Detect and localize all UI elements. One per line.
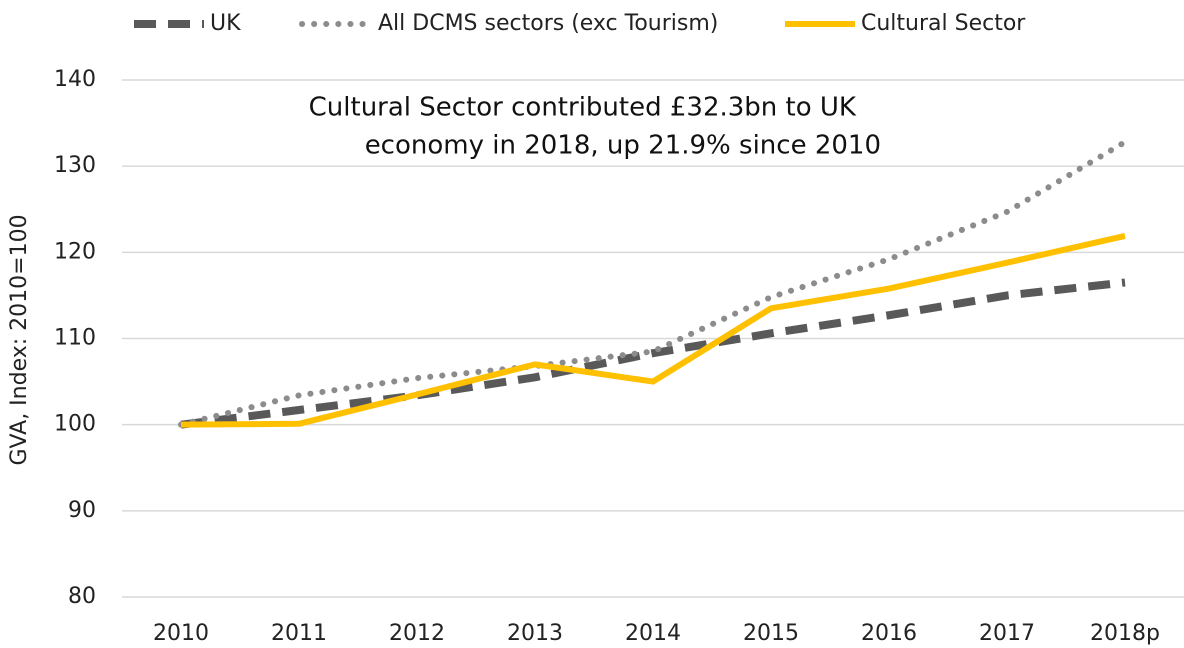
y-tick-label: 80 bbox=[68, 584, 96, 609]
series-line bbox=[180, 278, 1126, 429]
y-tick-label: 130 bbox=[54, 153, 96, 178]
x-tick-label: 2018p bbox=[1090, 621, 1160, 646]
x-tick-label: 2017 bbox=[979, 621, 1035, 646]
x-tick-label: 2016 bbox=[861, 621, 917, 646]
y-tick-label: 140 bbox=[54, 67, 96, 92]
x-tick-label: 2012 bbox=[389, 621, 445, 646]
y-tick-label: 100 bbox=[54, 412, 96, 437]
x-tick-label: 2010 bbox=[153, 621, 209, 646]
annotation: Cultural Sector contributed £32.3bn to U… bbox=[309, 93, 857, 123]
x-tick-label: 2015 bbox=[743, 621, 799, 646]
y-tick-label: 110 bbox=[54, 326, 96, 351]
legend-label: UK bbox=[210, 11, 241, 36]
x-tick-label: 2011 bbox=[271, 621, 327, 646]
plot: 80 90 100 110 120 130 140 2010 2011 2012 2013 2014 2… bbox=[54, 11, 1184, 646]
y-tick-label: 90 bbox=[68, 498, 96, 523]
y-tick-label: 120 bbox=[54, 239, 96, 264]
x-tick-label: 2014 bbox=[625, 621, 681, 646]
legend-label: All DCMS sectors (exc Tourism) bbox=[378, 11, 718, 36]
legend-label: Cultural Sector bbox=[861, 11, 1026, 36]
x-tick-label: 2013 bbox=[507, 621, 563, 646]
y-axis-label: GVA, Index: 2010=100 bbox=[7, 214, 32, 465]
series-line bbox=[180, 233, 1126, 428]
annotation: economy in 2018, up 21.9% since 2010 bbox=[365, 131, 881, 161]
